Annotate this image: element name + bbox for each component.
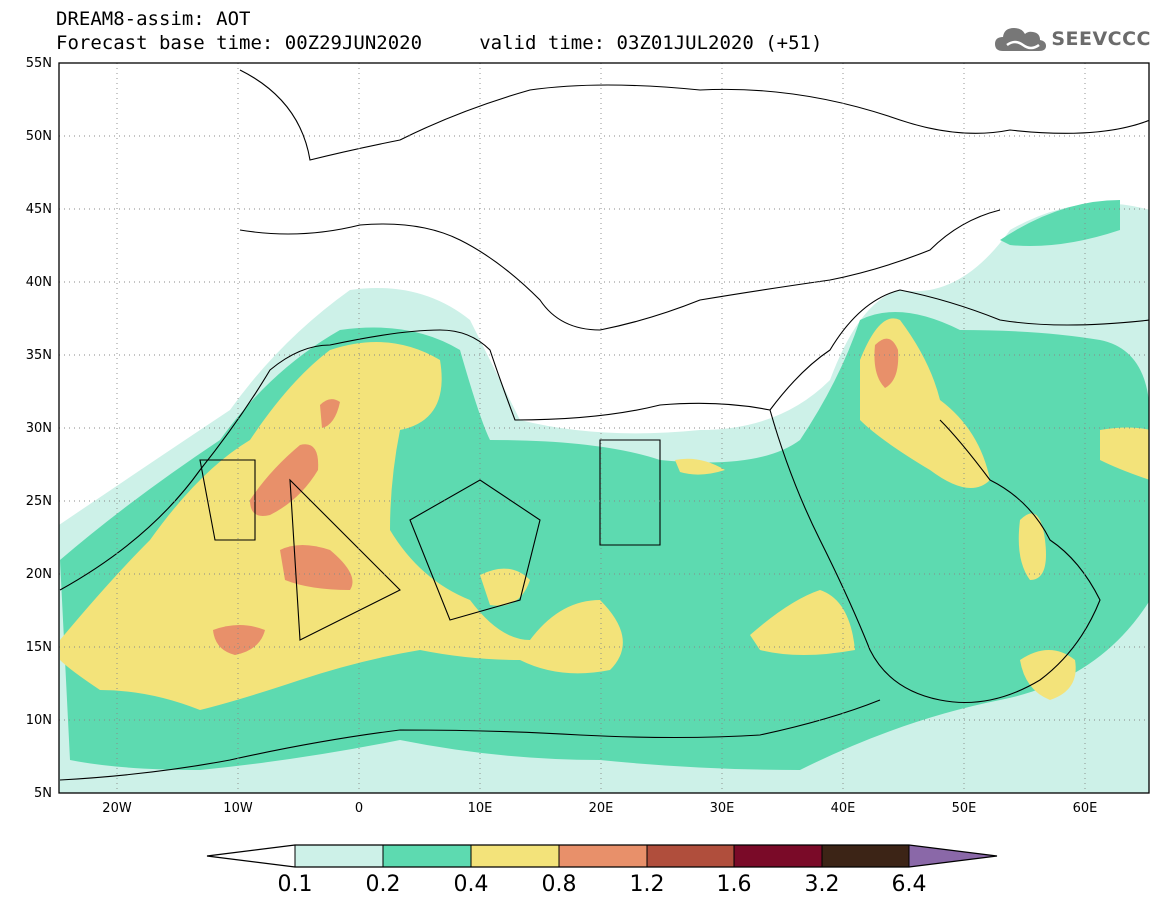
- lat-label: 50N: [26, 129, 52, 144]
- lat-label: 40N: [26, 275, 52, 290]
- aot-field: [59, 63, 1149, 793]
- colorbar-label: 3.2: [805, 872, 840, 897]
- colorbar-cell: [822, 845, 909, 867]
- longitude-labels: 20W 10W 0 10E 20E 30E 40E 50E 60E: [102, 801, 1097, 816]
- lat-label: 20N: [26, 567, 52, 582]
- lon-label: 10W: [223, 801, 253, 816]
- colorbar-cell: [559, 845, 647, 867]
- colorbar-label: 0.1: [278, 872, 313, 897]
- colorbar-label: 1.6: [717, 872, 752, 897]
- lon-label: 10E: [468, 801, 493, 816]
- colorbar-label: 1.2: [630, 872, 665, 897]
- lon-label: 60E: [1073, 801, 1098, 816]
- lat-label: 10N: [26, 713, 52, 728]
- lon-label: 30E: [710, 801, 735, 816]
- forecast-time-line: Forecast base time: 00Z29JUN2020 valid t…: [56, 32, 823, 54]
- lat-label: 35N: [26, 348, 52, 363]
- logo-text: SEEVCCC: [1051, 28, 1151, 50]
- map-title: DREAM8-assim: AOT: [56, 8, 251, 30]
- lat-label: 30N: [26, 421, 52, 436]
- colorbar-cell: [295, 845, 383, 867]
- lon-label: 50E: [952, 801, 977, 816]
- colorbar-cell: [383, 845, 471, 867]
- graticule: [59, 63, 1149, 793]
- colorbar-label: 0.8: [542, 872, 577, 897]
- lon-label: 40E: [831, 801, 856, 816]
- colorbar-label: 0.4: [454, 872, 489, 897]
- colorbar-cell: [734, 845, 822, 867]
- lon-label: 20W: [102, 801, 132, 816]
- colorbar-label: 6.4: [892, 872, 927, 897]
- colorbar-label: 0.2: [366, 872, 401, 897]
- colorbar-cell: [909, 845, 997, 867]
- colorbar-cell: [647, 845, 734, 867]
- lat-label: 5N: [34, 786, 52, 801]
- lon-label: 0: [355, 801, 363, 816]
- colorbar: 0.1 0.2 0.4 0.8 1.2 1.6 3.2 6.4: [206, 844, 998, 897]
- lat-label: 45N: [26, 202, 52, 217]
- aot-band-0-8: [213, 338, 899, 655]
- latitude-labels: 55N 50N 45N 40N 35N 30N 25N 20N 15N 10N …: [26, 56, 52, 801]
- lat-label: 15N: [26, 640, 52, 655]
- map-frame: [58, 62, 1150, 794]
- lon-label: 20E: [589, 801, 614, 816]
- cloud-icon: [995, 28, 1047, 51]
- coastlines: [59, 69, 1149, 781]
- seevccc-logo: SEEVCCC: [993, 22, 1151, 56]
- lat-label: 55N: [26, 56, 52, 71]
- colorbar-cell: [471, 845, 559, 867]
- colorbar-cell: [207, 845, 295, 867]
- lat-label: 25N: [26, 494, 52, 509]
